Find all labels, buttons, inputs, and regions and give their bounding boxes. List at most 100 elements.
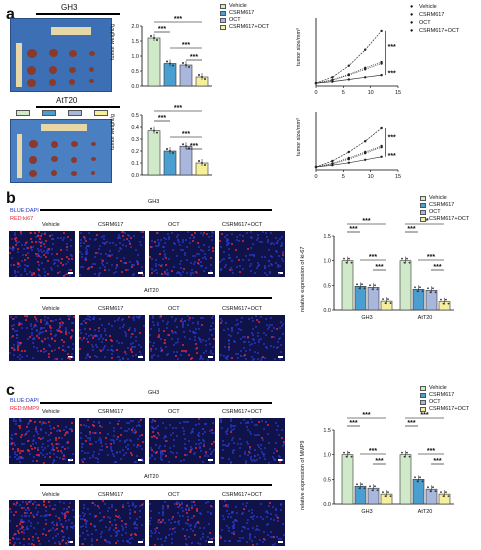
nucleus: [163, 435, 166, 437]
nucleus: [166, 233, 169, 236]
red-signal: [183, 268, 186, 271]
red-signal: [67, 353, 70, 356]
nucleus: [212, 327, 215, 330]
nucleus: [164, 241, 166, 244]
nucleus: [202, 439, 205, 442]
nucleus: [16, 330, 19, 333]
nucleus: [25, 241, 28, 244]
nucleus: [79, 437, 82, 440]
nucleus: [71, 522, 74, 525]
nucleus: [188, 319, 191, 322]
nucleus: [259, 241, 262, 244]
nucleus: [249, 231, 252, 234]
nucleus: [257, 443, 260, 446]
nucleus: [207, 236, 210, 239]
nucleus: [250, 509, 253, 512]
nucleus: [229, 267, 232, 270]
nucleus: [198, 252, 201, 255]
nucleus: [89, 437, 92, 439]
tumor-tissue: [49, 49, 58, 57]
nucleus: [92, 318, 94, 321]
nucleus: [211, 238, 214, 241]
scale-bar: [138, 541, 143, 543]
red-signal: [28, 500, 31, 503]
nucleus: [66, 446, 69, 449]
nucleus: [122, 356, 125, 359]
nucleus: [80, 517, 83, 520]
red-signal: [55, 439, 58, 441]
nucleus: [256, 516, 259, 519]
nucleus: [83, 457, 86, 460]
legend-swatch-csrm617: [420, 203, 426, 208]
nucleus: [276, 535, 279, 538]
nucleus: [45, 515, 48, 518]
b-col-vehicle-2: Vehicle: [42, 306, 60, 312]
nucleus: [281, 523, 284, 526]
b-col-combo-2: CSRM617+OCT: [222, 306, 263, 312]
nucleus: [84, 425, 87, 428]
nucleus: [282, 534, 285, 537]
red-signal: [115, 524, 118, 527]
red-signal: [32, 536, 35, 539]
nucleus: [129, 439, 132, 442]
nucleus: [245, 522, 248, 525]
red-signal: [25, 425, 28, 428]
nucleus: [25, 354, 28, 357]
nucleus: [61, 512, 64, 515]
nucleus: [169, 528, 172, 531]
legend-swatch-csrm617: [420, 393, 426, 398]
nucleus: [228, 257, 231, 260]
nucleus: [71, 255, 74, 258]
nucleus: [231, 272, 234, 275]
nucleus: [277, 273, 280, 276]
nucleus: [83, 506, 86, 509]
bar: [399, 260, 412, 311]
swatch-csrm617: [42, 110, 56, 116]
nucleus: [176, 501, 178, 504]
b-att20-oct-image: [149, 315, 215, 361]
nucleus: [272, 543, 275, 546]
nucleus: [38, 455, 41, 458]
red-signal: [191, 507, 194, 510]
red-signal: [139, 332, 142, 335]
nucleus: [133, 264, 136, 267]
nucleus: [205, 344, 208, 347]
nucleus: [257, 335, 260, 338]
nucleus: [121, 524, 124, 527]
red-signal: [33, 421, 36, 424]
data-point: [371, 288, 374, 291]
nucleus: [92, 421, 95, 423]
red-signal: [14, 237, 17, 240]
tumor-tissue: [27, 49, 37, 58]
nucleus: [237, 323, 240, 326]
nucleus: [16, 340, 19, 343]
nucleus: [198, 439, 201, 442]
nucleus: [186, 231, 189, 234]
nucleus: [280, 235, 283, 238]
nucleus: [18, 542, 21, 545]
nucleus: [30, 500, 33, 503]
nucleus: [88, 238, 91, 241]
red-signal: [95, 233, 98, 236]
nucleus: [91, 335, 94, 338]
nucleus: [224, 346, 227, 349]
nucleus: [81, 458, 84, 461]
c-gh3-csrm617-image: [79, 418, 145, 464]
nucleus: [164, 536, 167, 539]
nucleus: [261, 231, 264, 234]
nucleus: [199, 447, 202, 450]
nucleus: [159, 445, 162, 448]
red-signal: [175, 502, 178, 505]
nucleus: [153, 436, 156, 439]
nucleus: [41, 340, 44, 343]
red-signal: [36, 449, 39, 452]
legend-combo: CSRM617+OCT: [229, 24, 270, 30]
nucleus: [149, 349, 152, 352]
nucleus: [174, 331, 177, 333]
series-point: [331, 80, 334, 83]
nucleus: [51, 237, 54, 240]
nucleus: [139, 231, 142, 234]
nucleus: [206, 454, 209, 457]
mmp9-ylabel: relative expression of MMP9: [300, 440, 306, 510]
y-tick-label: 1.5: [323, 428, 331, 434]
